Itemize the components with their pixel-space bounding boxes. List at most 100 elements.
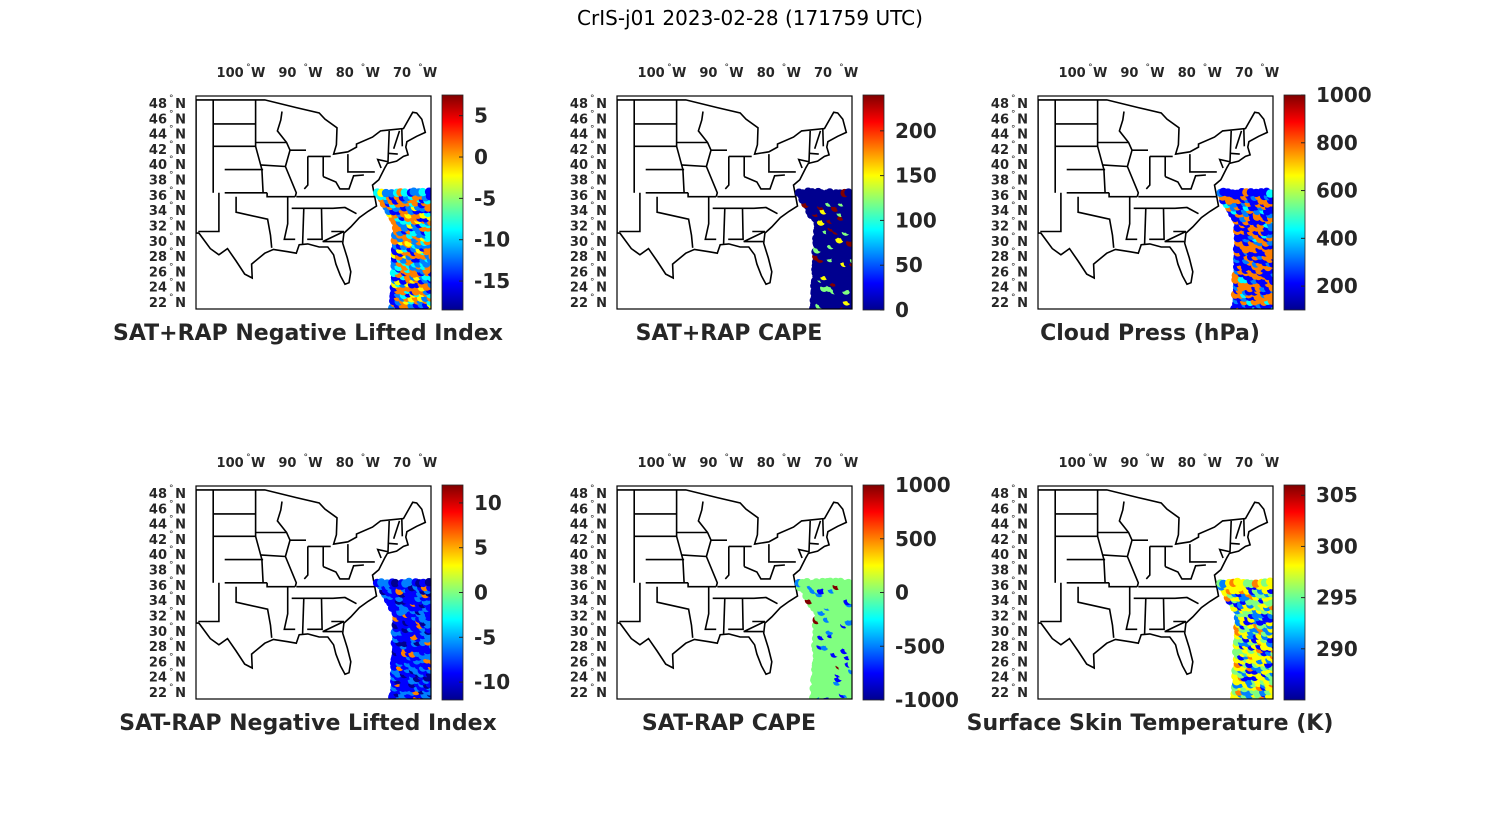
map-frame — [195, 95, 432, 310]
lat-degree-symbol: ° — [1011, 278, 1016, 288]
colorbar-tick-label: 0 — [895, 298, 909, 322]
lat-dir-label: N — [175, 219, 186, 234]
lon-degree-symbol: ° — [361, 63, 366, 73]
lat-degree-symbol: ° — [1011, 683, 1016, 693]
lat-tick-label: 34 — [570, 594, 588, 609]
lat-degree-symbol: ° — [169, 155, 174, 165]
lon-dir-label: W — [844, 456, 858, 471]
lat-degree-symbol: ° — [1011, 622, 1016, 632]
panel-sat-minus-rap-nli: 100 ° W 90 ° W 80 ° W 70 ° W48 ° N46 ° N44 ° N42 ° N40 ° N38 °… — [119, 453, 510, 736]
lat-degree-symbol: ° — [1011, 545, 1016, 555]
lon-degree-symbol: ° — [418, 63, 423, 73]
state-border — [1118, 501, 1140, 587]
lat-degree-symbol: ° — [590, 545, 595, 555]
state-border — [1102, 164, 1128, 168]
map-area — [1038, 99, 1273, 309]
colorbar-tick-label: 500 — [895, 527, 937, 551]
state-border — [376, 520, 390, 559]
lat-dir-label: N — [1017, 281, 1028, 296]
lat-tick-label: 28 — [149, 640, 167, 655]
state-border — [1077, 586, 1115, 638]
map-frame — [616, 95, 853, 310]
colorbar-tick-label: 0 — [474, 581, 488, 605]
state-border — [322, 230, 345, 243]
lat-dir-label: N — [175, 625, 186, 640]
lat-degree-symbol: ° — [169, 293, 174, 303]
lon-dir-label: W — [729, 66, 743, 81]
lat-dir-label: N — [1017, 655, 1028, 670]
lat-tick-label: 36 — [149, 579, 167, 594]
lat-degree-symbol: ° — [590, 652, 595, 662]
lon-tick-label: 80 — [1178, 66, 1196, 81]
observation-swath — [1216, 187, 1273, 309]
lat-dir-label: N — [1017, 112, 1028, 127]
colorbar-tick-label: 100 — [895, 208, 937, 232]
lat-degree-symbol: ° — [169, 171, 174, 181]
lat-degree-symbol: ° — [1011, 171, 1016, 181]
lon-degree-symbol: ° — [667, 453, 672, 463]
colorbar-tick-label: 200 — [895, 119, 937, 143]
lat-degree-symbol: ° — [590, 171, 595, 181]
lat-tick-label: 36 — [570, 189, 588, 204]
colorbar-tick-label: 800 — [1316, 131, 1358, 155]
state-border — [276, 111, 298, 197]
lat-dir-label: N — [1017, 564, 1028, 579]
state-border — [1218, 130, 1232, 169]
lat-dir-label: N — [1017, 204, 1028, 219]
lon-dir-label: W — [729, 456, 743, 471]
lat-degree-symbol: ° — [169, 216, 174, 226]
lon-degree-symbol: ° — [782, 63, 787, 73]
lon-degree-symbol: ° — [1260, 453, 1265, 463]
state-border — [728, 208, 744, 241]
colorbar-tick-label: 150 — [895, 164, 937, 188]
lon-degree-symbol: ° — [667, 63, 672, 73]
state-border — [1149, 208, 1165, 241]
lat-dir-label: N — [596, 235, 607, 250]
colorbar-tick-label: 5 — [474, 536, 488, 560]
state-border — [347, 544, 375, 563]
lat-degree-symbol: ° — [169, 515, 174, 525]
lat-degree-symbol: ° — [590, 262, 595, 272]
lat-dir-label: N — [1017, 533, 1028, 548]
lon-degree-symbol: ° — [246, 63, 251, 73]
lat-tick-label: 22 — [149, 296, 167, 311]
lat-tick-label: 32 — [991, 609, 1009, 624]
state-border — [392, 130, 401, 149]
lat-degree-symbol: ° — [169, 530, 174, 540]
lat-tick-label: 40 — [991, 158, 1009, 173]
lat-tick-label: 40 — [570, 158, 588, 173]
lat-tick-label: 38 — [570, 174, 588, 189]
lon-dir-label: W — [366, 66, 380, 81]
panel-title: SAT-RAP CAPE — [642, 711, 816, 736]
state-border — [1229, 542, 1240, 545]
lat-dir-label: N — [1017, 686, 1028, 701]
state-border — [1243, 128, 1246, 147]
state-border — [697, 501, 719, 587]
state-border — [1143, 598, 1147, 634]
state-border — [376, 130, 390, 169]
lon-tick-label: 90 — [278, 66, 296, 81]
panel-sat-minus-rap-cape: 100 ° W 90 ° W 80 ° W 70 ° W48 ° N46 ° N44 ° N42 ° N40 ° N38 °… — [570, 453, 959, 736]
lat-dir-label: N — [175, 281, 186, 296]
lat-degree-symbol: ° — [1011, 155, 1016, 165]
observation-point — [844, 188, 852, 197]
lat-tick-label: 36 — [570, 579, 588, 594]
state-border — [1108, 192, 1138, 198]
state-border — [266, 192, 296, 198]
colorbar-tick-label: -10 — [474, 670, 510, 694]
lat-degree-symbol: ° — [169, 109, 174, 119]
state-border — [619, 192, 641, 233]
lat-dir-label: N — [596, 296, 607, 311]
observation-point — [825, 188, 834, 197]
map-frame — [1037, 95, 1274, 310]
lat-tick-label: 46 — [570, 112, 588, 127]
lat-dir-label: N — [1017, 671, 1028, 686]
lat-dir-label: N — [175, 265, 186, 280]
lon-tick-label: 70 — [393, 456, 411, 471]
colorbar-tick-label: 0 — [474, 145, 488, 169]
state-border — [822, 518, 825, 537]
lat-degree-symbol: ° — [1011, 94, 1016, 104]
state-border — [283, 196, 296, 241]
lat-dir-label: N — [596, 281, 607, 296]
lon-degree-symbol: ° — [724, 453, 729, 463]
